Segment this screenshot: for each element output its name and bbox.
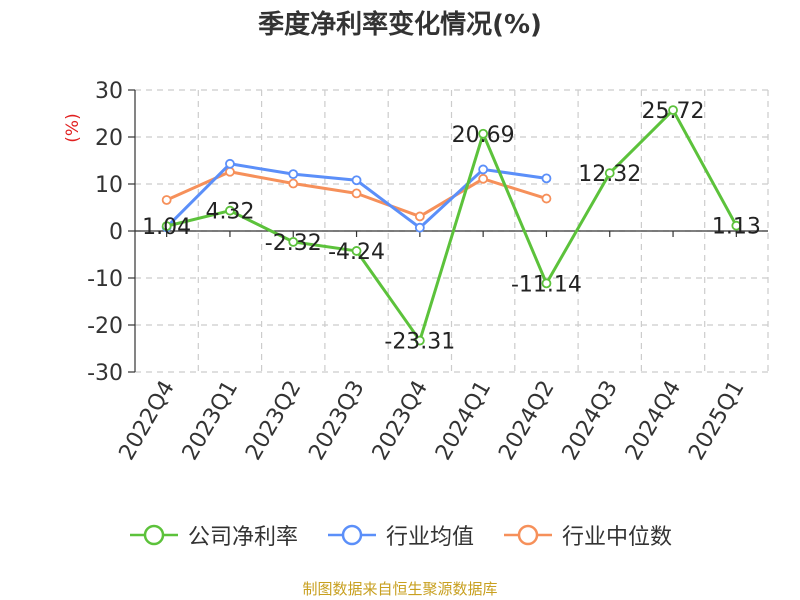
y-tick-label: 20 [95,126,123,151]
data-point [478,128,489,139]
legend-marker-icon [327,524,376,546]
legend-label: 公司净利率 [187,525,298,550]
data-point [288,178,299,189]
legend-item: 行业均值 [326,519,474,551]
data-label: -11.14 [511,272,582,297]
data-point [288,169,299,180]
data-label: 1.13 [712,215,761,240]
legend-marker-icon [504,524,552,546]
data-label: -23.31 [384,330,455,355]
data-point [731,220,742,231]
data-point [541,173,552,184]
y-axis-label: (%) [63,113,83,142]
data-point [351,175,362,186]
x-tick-label: 2025Q1 [684,377,749,465]
data-point [161,221,172,232]
y-tick-label: 30 [95,79,123,104]
legend-item: 行业中位数 [502,519,672,551]
y-tick-label: 0 [109,220,123,245]
data-point [351,188,362,199]
x-tick-label: 2024Q4 [621,377,686,465]
data-label: 1.04 [142,215,191,240]
chart-title: 季度净利率变化情况(%) [258,10,542,40]
y-tick-label: -10 [87,267,123,292]
data-point [288,237,299,247]
data-point [604,168,615,178]
data-point [351,246,362,256]
data-point [161,195,172,205]
data-label: 20.69 [452,123,515,148]
legend-label: 行业均值 [385,525,474,550]
data-point [668,105,678,116]
x-tick-label: 2023Q3 [304,377,369,465]
data-label: 12.32 [578,162,641,187]
y-tick-label: -30 [87,361,123,386]
x-tick-label: 2023Q2 [241,377,306,465]
data-point [478,173,489,184]
data-point [225,166,235,177]
x-tick-label: 2023Q4 [368,376,433,464]
legend-item: 公司净利率 [128,519,298,551]
data-point [414,335,425,346]
data-label: -4.24 [328,240,385,265]
x-tick-label: 2023Q1 [178,377,243,465]
data-point [541,193,552,204]
legend-label: 行业中位数 [562,525,673,550]
legend-marker-icon [129,524,178,546]
x-tick-label: 2022Q4 [115,377,180,465]
data-label: 4.32 [205,200,254,225]
data-point [225,158,235,169]
x-tick-label: 2024Q3 [558,377,623,465]
data-point [414,211,425,222]
y-tick-label: -20 [87,314,123,339]
source-note: 制图数据来自恒生聚源数据库 [302,580,498,598]
y-tick-label: 10 [95,173,123,198]
legend: 公司净利率 行业均值 行业中位数 [0,519,800,551]
data-point [225,205,235,216]
data-point [414,222,425,233]
data-point [478,164,489,175]
series-line [166,108,738,343]
data-label: 25.72 [642,99,705,124]
data-point [541,278,552,289]
data-label: -2.32 [265,231,322,256]
x-tick-label: 2024Q1 [431,377,496,465]
x-tick-label: 2024Q2 [494,377,559,465]
